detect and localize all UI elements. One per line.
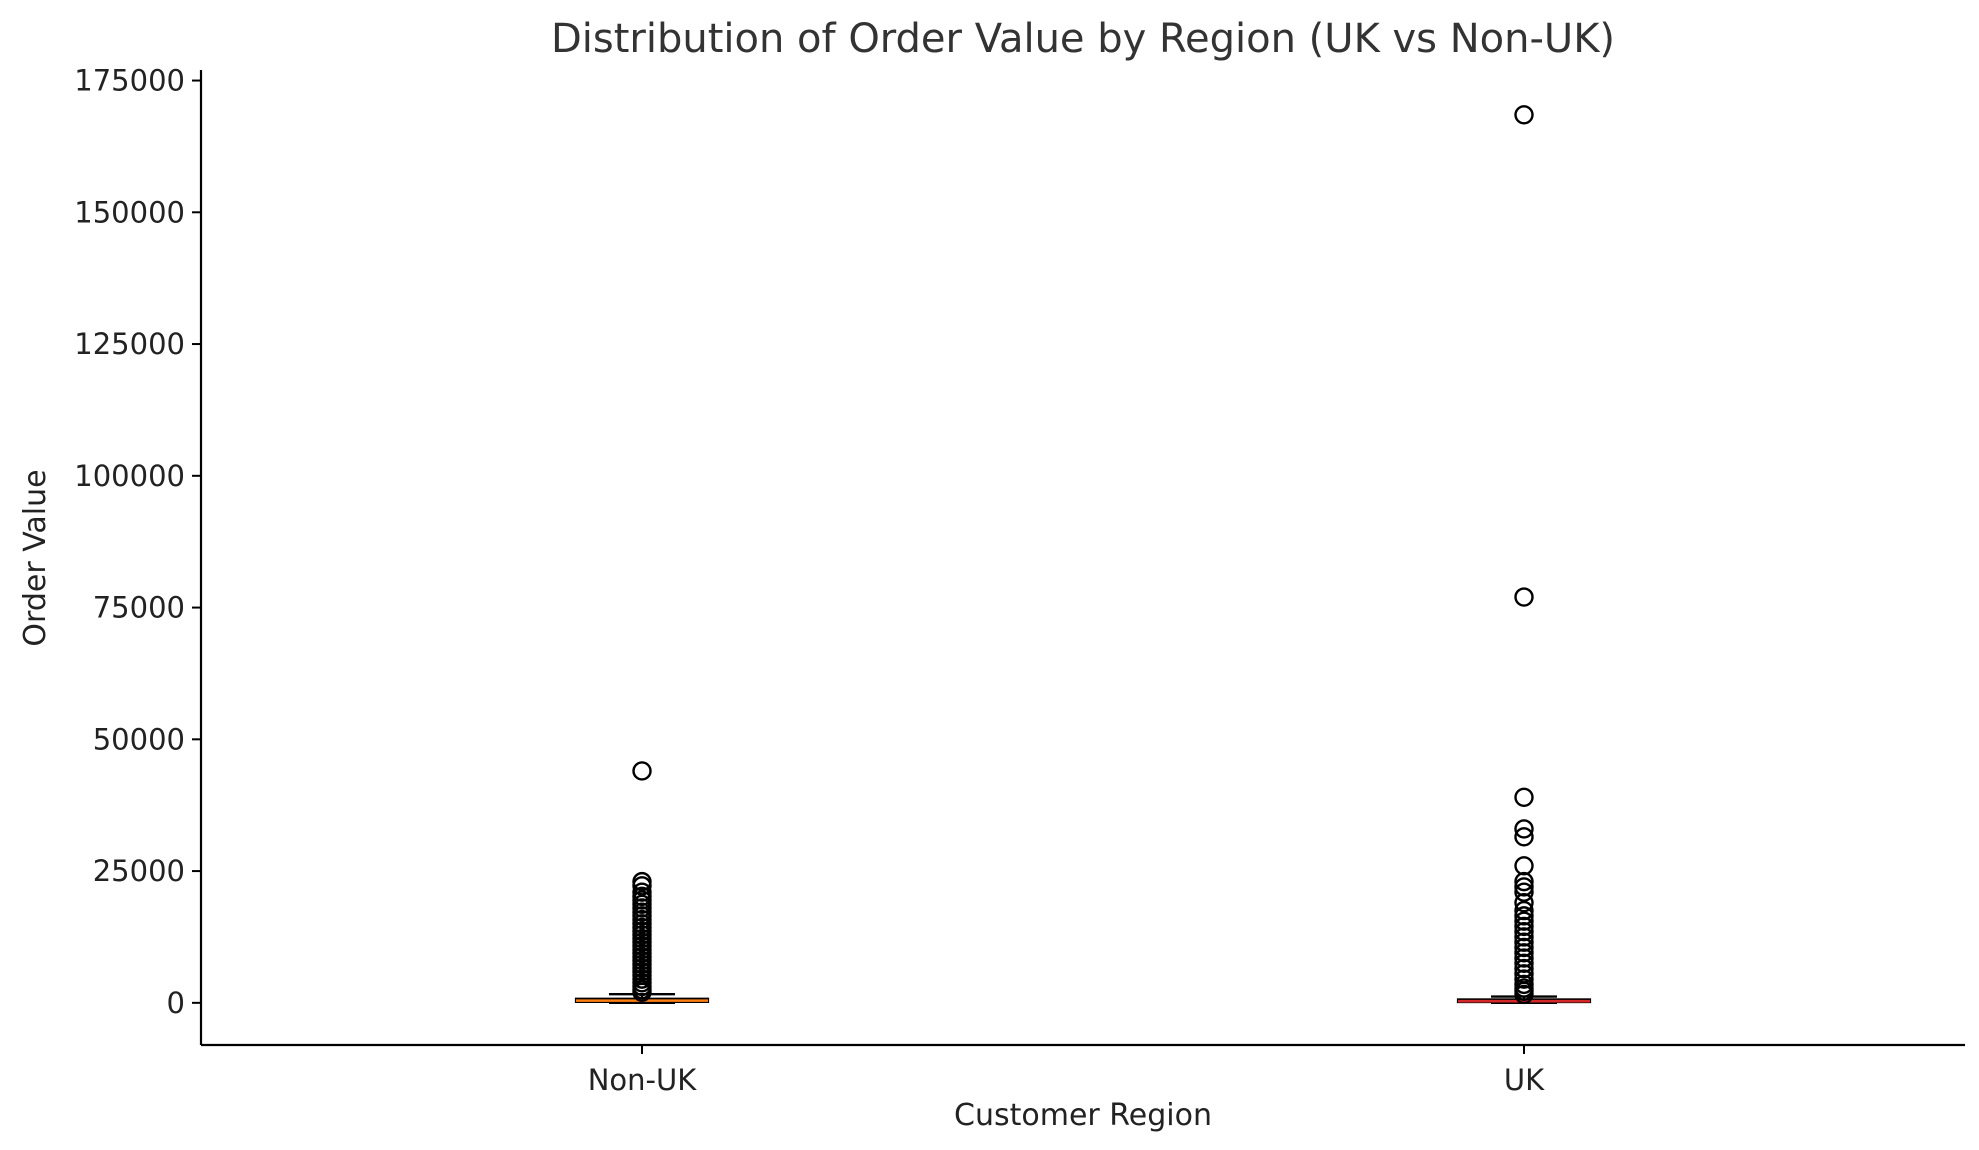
y-tick-label: 0 (167, 986, 185, 1020)
x-tick-label: Non-UK (588, 1063, 698, 1097)
outlier-point (1514, 984, 1534, 1005)
y-axis-label: Order Value (18, 469, 53, 646)
axes (199, 70, 1965, 1047)
y-axis-ticks: 0 25000 50000 75000 100000 125000 150000 175000 (74, 64, 201, 1020)
box-uk (1456, 105, 1592, 1005)
y-tick-label: 75000 (93, 591, 185, 625)
y-tick-label: 175000 (74, 64, 185, 98)
outlier-point (1514, 105, 1534, 125)
outlier-point (1514, 882, 1534, 902)
outlier-point (632, 761, 652, 781)
outlier-point (1514, 969, 1534, 989)
outlier-point (1514, 827, 1534, 847)
outlier-point (1514, 893, 1534, 913)
outlier-point (632, 876, 652, 896)
outlier-point (1514, 819, 1534, 839)
outlier-point (632, 982, 652, 1002)
outlier-point (1514, 871, 1534, 892)
x-axis-ticks: Non-UK UK (588, 1045, 1545, 1097)
y-tick-label: 125000 (74, 327, 185, 361)
outlier-point (1514, 787, 1534, 807)
x-axis-label: Customer Region (954, 1098, 1212, 1133)
box-non-uk (574, 761, 710, 1005)
y-tick-label: 50000 (93, 722, 185, 756)
y-tick-label: 25000 (93, 854, 185, 888)
x-tick-label: UK (1504, 1063, 1545, 1097)
outlier-point (1514, 856, 1534, 876)
outlier-point (1514, 587, 1534, 607)
box-series (574, 105, 1592, 1005)
y-tick-label: 150000 (74, 195, 185, 229)
y-tick-label: 100000 (74, 459, 185, 493)
chart-title: Distribution of Order Value by Region (U… (551, 16, 1615, 62)
